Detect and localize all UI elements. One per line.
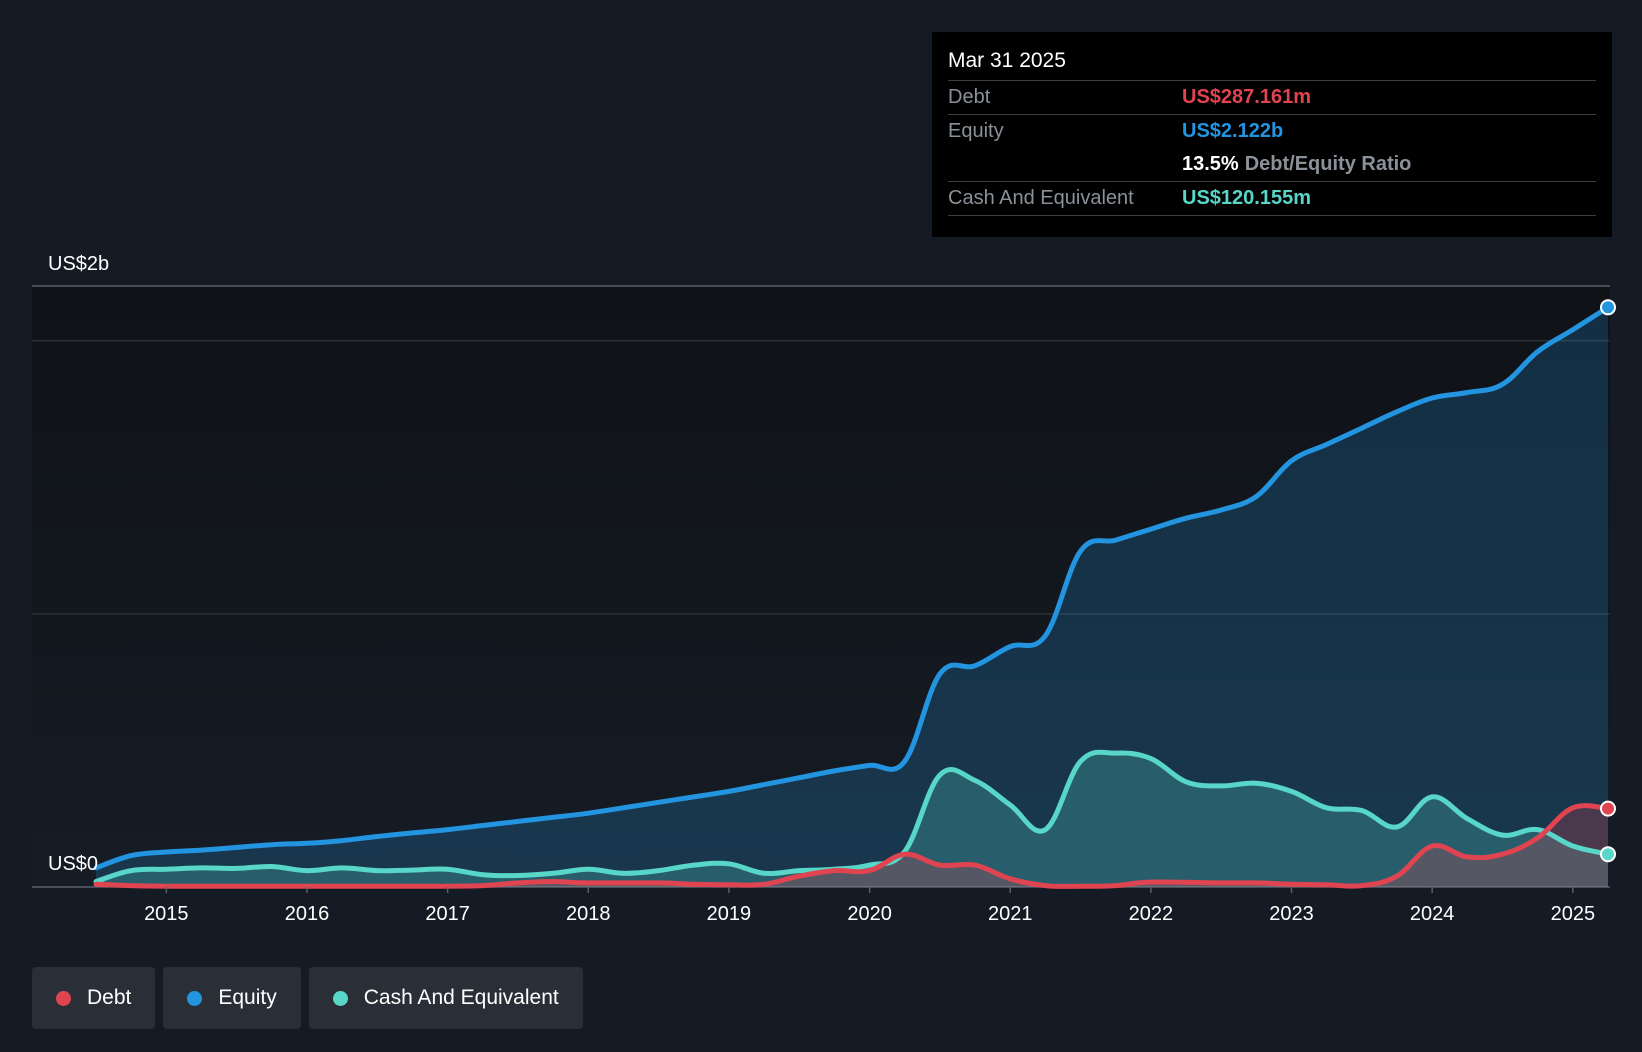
legend-item-cash[interactable]: Cash And Equivalent xyxy=(308,967,583,1029)
legend-item-equity[interactable]: Equity xyxy=(163,967,301,1029)
legend-label-equity: Equity xyxy=(218,986,277,1009)
tooltip-ratio-label: Debt/Equity Ratio xyxy=(1244,153,1412,175)
tooltip-cash-row: Cash And Equivalent US$120.155m xyxy=(948,181,1596,216)
x-tick-label: 2021 xyxy=(988,903,1033,925)
equity-end-point[interactable] xyxy=(1600,299,1616,316)
x-tick-label: 2024 xyxy=(1410,903,1455,925)
cash-and-equivalent-end-point[interactable] xyxy=(1600,846,1616,863)
debt-area xyxy=(96,805,1608,887)
y-axis-top-label: US$2b xyxy=(48,253,109,275)
tooltip-debt-label: Debt xyxy=(948,86,991,108)
x-tick-label: 2018 xyxy=(566,903,611,925)
tooltip-ratio-row: 13.5% Debt/Equity Ratio xyxy=(948,148,1596,181)
tooltip-debt-row: Debt US$287.161m xyxy=(948,80,1596,114)
equity-line xyxy=(93,304,1611,871)
tooltip-cash-label: Cash And Equivalent xyxy=(948,187,1134,209)
debt-end-point[interactable] xyxy=(1600,800,1616,817)
legend-label-cash: Cash And Equivalent xyxy=(363,986,559,1009)
debt-line xyxy=(93,803,1611,889)
tooltip-panel: Mar 31 2025 Debt US$287.161m Equity US$2… xyxy=(932,32,1612,237)
x-tick-label: 2019 xyxy=(707,903,752,925)
tooltip-equity-label: Equity xyxy=(948,120,1004,142)
x-tick-label: 2025 xyxy=(1551,903,1596,925)
tooltip-equity-row: Equity US$2.122b xyxy=(948,114,1596,148)
tooltip-equity-value: US$2.122b xyxy=(1182,120,1284,142)
plot-area xyxy=(32,286,1610,888)
equity-area xyxy=(96,307,1608,887)
x-tick-label: 2016 xyxy=(285,903,330,925)
legend-label-debt: Debt xyxy=(87,986,132,1009)
y-axis-bottom-label: US$0 xyxy=(48,853,98,875)
equity-dot-icon xyxy=(187,990,203,1006)
tooltip-cash-value: US$120.155m xyxy=(1182,187,1311,209)
tooltip-ratio-value: 13.5% xyxy=(1182,153,1239,175)
x-tick-label: 2020 xyxy=(847,903,892,925)
tooltip-debt-value: US$287.161m xyxy=(1182,86,1311,108)
x-tick-label: 2023 xyxy=(1269,903,1314,925)
cash-dot-icon xyxy=(332,990,348,1006)
legend-item-debt[interactable]: Debt xyxy=(32,967,156,1029)
debt-dot-icon xyxy=(56,990,71,1006)
x-tick-label: 2022 xyxy=(1129,903,1174,925)
x-tick-label: 2017 xyxy=(425,903,470,925)
x-tick-label: 2015 xyxy=(144,903,189,925)
tooltip-date: Mar 31 2025 xyxy=(948,49,1066,72)
chart-legend: Debt Equity Cash And Equivalent xyxy=(32,967,583,1029)
cash-and-equivalent-line xyxy=(93,749,1611,884)
